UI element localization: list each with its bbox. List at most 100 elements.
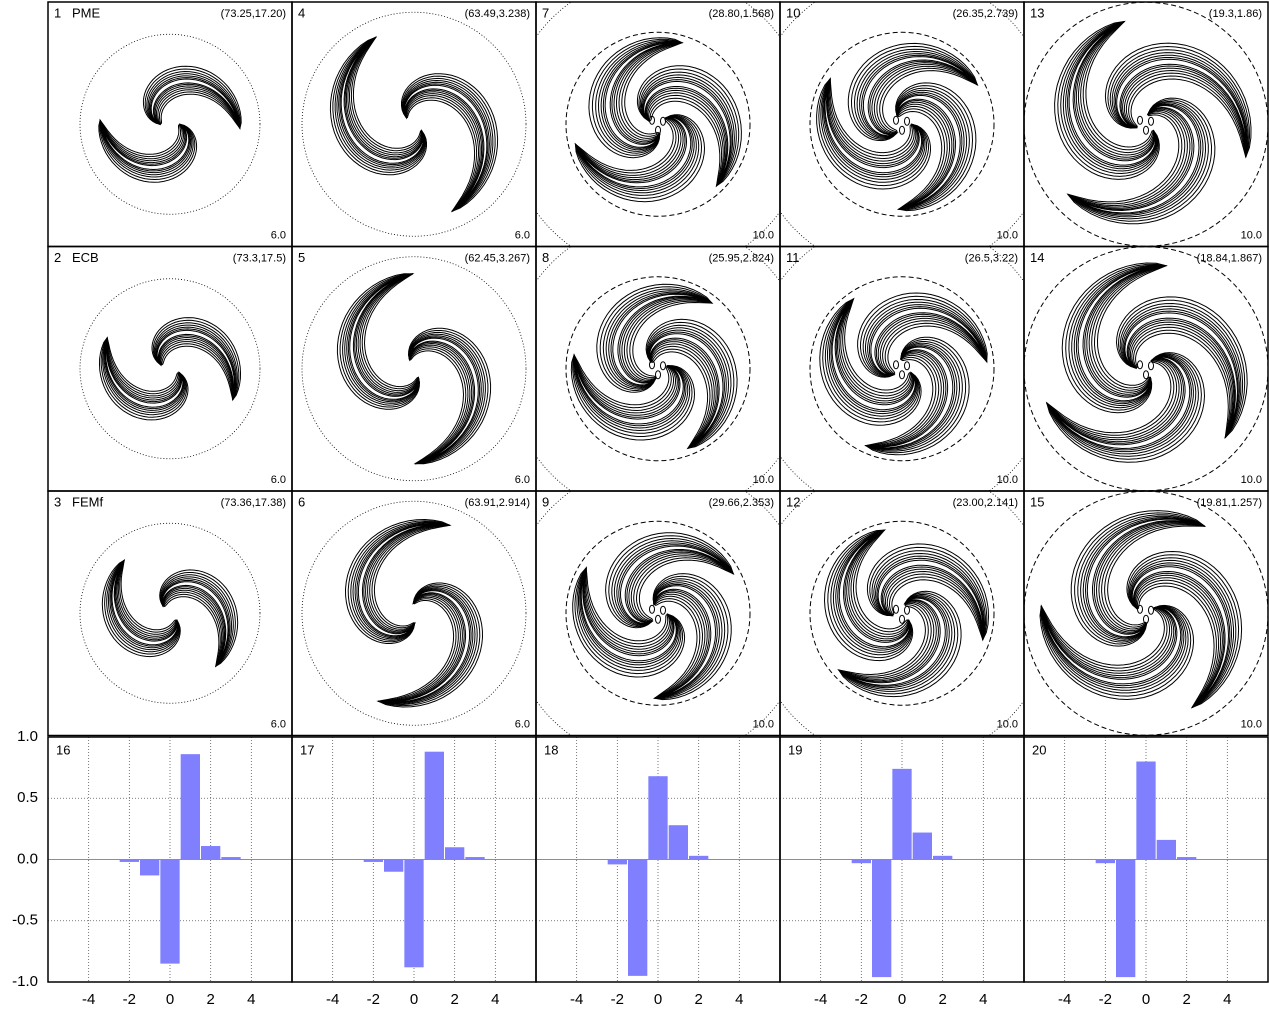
bar xyxy=(546,859,566,860)
contour-line xyxy=(99,120,190,171)
bar xyxy=(119,859,139,862)
panel-name: PME xyxy=(72,5,101,20)
y-tick-label: -0.5 xyxy=(12,912,38,929)
vortex-core xyxy=(1143,370,1149,380)
vortex-core xyxy=(893,360,899,370)
contour-line xyxy=(643,80,731,187)
contour-panel xyxy=(536,246,780,491)
panel-scale: 10.0 xyxy=(997,229,1018,241)
panel-scale: 6.0 xyxy=(515,229,530,241)
bar xyxy=(912,832,932,860)
panel-scale: 10.0 xyxy=(753,474,774,486)
contour-line xyxy=(870,307,988,376)
contour-line xyxy=(1040,605,1182,685)
panel-number: 1 xyxy=(54,5,61,20)
bar xyxy=(811,859,831,860)
contour-panel xyxy=(79,278,261,460)
panel-scale: 6.0 xyxy=(515,718,530,730)
panel-coords: (63.49,3.238) xyxy=(465,8,530,20)
bar xyxy=(628,859,648,976)
x-tick-label: -4 xyxy=(82,991,95,1008)
panel-coords: (26.35,2.739) xyxy=(953,8,1018,20)
contour-line xyxy=(104,337,184,408)
x-tick-label: 2 xyxy=(1182,991,1190,1008)
domain-circle xyxy=(809,31,995,217)
panel-frame xyxy=(1023,490,1269,737)
contour-line xyxy=(862,56,978,137)
x-tick-label: 0 xyxy=(410,991,418,1008)
contour-line xyxy=(838,597,946,686)
x-tick-label: 0 xyxy=(1142,991,1150,1008)
panel-scale: 6.0 xyxy=(271,474,286,486)
panel-coords: (19.3,1.86) xyxy=(1209,8,1262,20)
bar xyxy=(99,859,119,860)
domain-circle xyxy=(565,520,751,706)
panel-scale: 10.0 xyxy=(997,718,1018,730)
x-tick-label: 2 xyxy=(694,991,702,1008)
panel-coords: (18.84,1.867) xyxy=(1197,252,1262,264)
bar xyxy=(851,859,871,864)
vortex-core xyxy=(1137,360,1143,370)
contour-panel xyxy=(1024,246,1268,491)
bar xyxy=(1177,857,1197,860)
vortex-core xyxy=(899,614,905,624)
domain-circle xyxy=(79,278,261,460)
contour-line xyxy=(111,560,179,646)
x-tick-label: 4 xyxy=(491,991,499,1008)
contour-line xyxy=(1124,312,1239,438)
panel-coords: (62.45,3.267) xyxy=(465,252,530,264)
domain-circle xyxy=(79,33,261,215)
bar xyxy=(953,859,973,860)
bar xyxy=(1136,761,1156,860)
panel-name: ECB xyxy=(72,250,99,265)
contour-panel xyxy=(301,256,527,482)
contour-panel xyxy=(780,2,1024,247)
bar xyxy=(1238,859,1258,860)
panel-number: 10 xyxy=(786,5,800,20)
bar xyxy=(384,859,404,872)
vortex-core xyxy=(649,115,655,125)
y-tick-label: -1.0 xyxy=(12,973,38,990)
bar xyxy=(607,859,627,865)
domain-circle xyxy=(565,31,751,217)
bar xyxy=(506,859,526,860)
panel-coords: (23.00,2.141) xyxy=(953,497,1018,509)
bar xyxy=(973,859,993,860)
panel-number: 8 xyxy=(542,250,549,265)
x-tick-label: -2 xyxy=(123,991,136,1008)
bar xyxy=(648,776,668,860)
vortex-core xyxy=(655,614,661,624)
contour-line xyxy=(865,346,954,449)
vortex-core xyxy=(1143,125,1149,135)
contour-line xyxy=(403,84,488,212)
contour-line xyxy=(573,354,684,425)
panel-number: 11 xyxy=(786,250,800,265)
y-tick-label: 0.0 xyxy=(17,850,38,867)
panel-number: 9 xyxy=(542,494,549,509)
panel-scale: 6.0 xyxy=(515,474,530,486)
panel-coords: (73.25,17.20) xyxy=(221,8,286,20)
vortex-core xyxy=(660,361,666,371)
x-tick-label: -2 xyxy=(855,991,868,1008)
contour-line xyxy=(831,298,916,411)
panel-number: 3 xyxy=(54,494,61,509)
vortex-core xyxy=(899,125,905,135)
panel-scale: 10.0 xyxy=(1241,229,1262,241)
contour-panel xyxy=(79,522,261,704)
bar xyxy=(201,846,221,860)
bar xyxy=(1116,859,1136,978)
bar xyxy=(729,859,749,860)
vortex-core xyxy=(655,370,661,380)
bar xyxy=(750,859,770,860)
y-tick-label: 0.5 xyxy=(17,789,38,806)
contour-line xyxy=(838,529,911,648)
x-tick-label: -4 xyxy=(326,991,339,1008)
x-tick-label: 0 xyxy=(166,991,174,1008)
contour-panel xyxy=(301,11,527,237)
bar xyxy=(485,859,505,860)
bar xyxy=(445,847,465,860)
contour-line xyxy=(408,337,479,465)
contour-line xyxy=(896,94,961,210)
bar xyxy=(302,859,322,860)
contour-panel xyxy=(780,491,1024,736)
